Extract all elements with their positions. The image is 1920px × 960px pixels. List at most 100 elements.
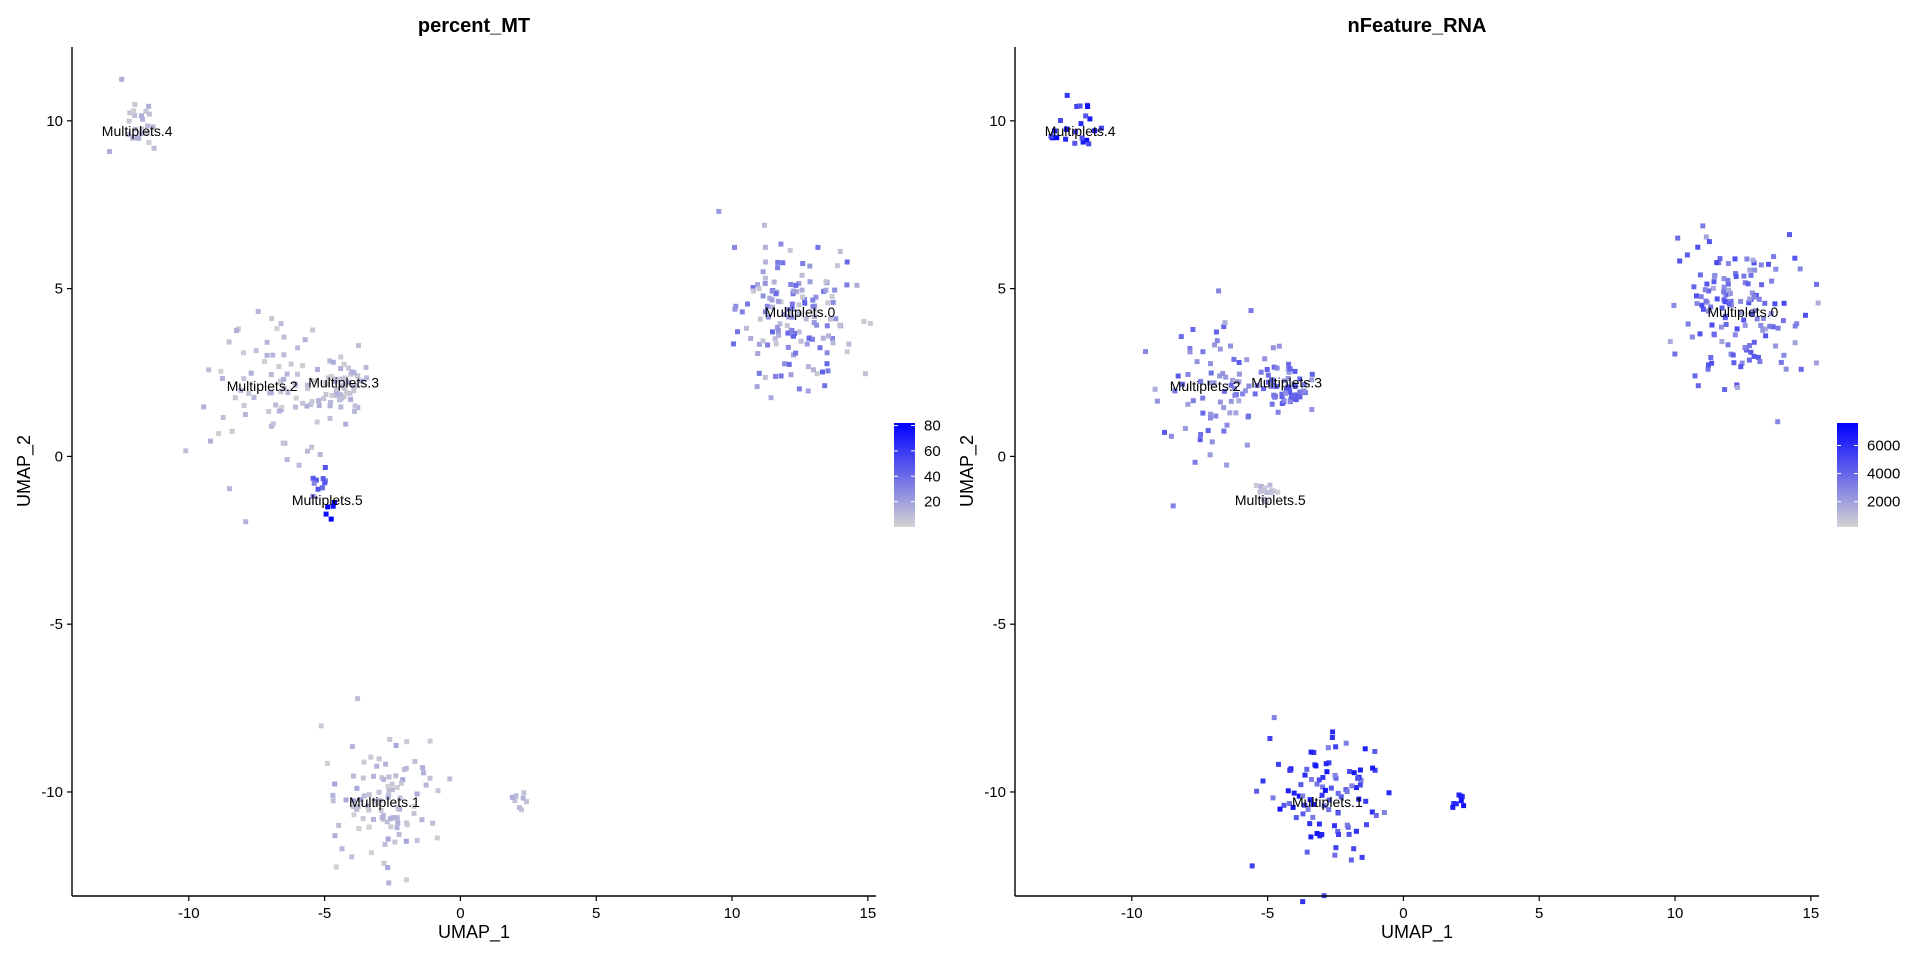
- data-point: [778, 299, 784, 305]
- data-point: [1190, 398, 1196, 404]
- data-point: [1221, 428, 1227, 434]
- data-point: [323, 511, 329, 517]
- data-point: [1054, 135, 1060, 141]
- data-point: [394, 785, 400, 790]
- data-point: [401, 767, 407, 772]
- data-point: [1265, 372, 1271, 378]
- data-point: [1296, 793, 1302, 799]
- data-point: [1309, 371, 1315, 377]
- data-point: [1347, 769, 1352, 774]
- data-point: [1217, 373, 1223, 379]
- cluster-label: Multiplets.2: [1170, 378, 1241, 394]
- x-axis-ticks: -10 -5 0 5 10 15: [1121, 896, 1819, 922]
- data-point: [1351, 846, 1357, 852]
- data-point: [789, 301, 795, 307]
- data-point: [327, 415, 333, 421]
- data-point: [234, 328, 239, 334]
- data-point: [1330, 729, 1336, 735]
- data-point: [1333, 845, 1339, 851]
- data-point: [354, 785, 360, 791]
- data-point: [1814, 281, 1819, 287]
- data-point: [240, 350, 246, 356]
- data-point: [352, 408, 357, 414]
- cluster-label: Multiplets.2: [227, 378, 298, 394]
- data-point: [1369, 809, 1375, 815]
- data-point: [314, 419, 320, 425]
- data-point: [775, 298, 781, 304]
- data-point: [1257, 489, 1263, 495]
- data-point: [760, 293, 766, 299]
- data-point: [1185, 401, 1191, 407]
- data-point: [1677, 258, 1683, 264]
- data-point: [339, 395, 345, 401]
- data-point: [1324, 769, 1330, 775]
- data-point: [322, 480, 328, 486]
- data-point: [351, 388, 357, 394]
- data-point: [1198, 432, 1204, 437]
- data-point: [361, 759, 367, 765]
- data-point: [733, 303, 739, 309]
- data-point: [243, 519, 249, 525]
- data-point: [371, 816, 376, 822]
- data-point: [1064, 92, 1070, 98]
- data-point: [524, 799, 529, 805]
- data-point: [1770, 324, 1776, 330]
- data-point: [1200, 349, 1206, 355]
- data-point: [1739, 360, 1745, 366]
- data-point: [389, 787, 395, 793]
- colorbar: [894, 423, 915, 527]
- data-point: [281, 352, 287, 358]
- data-point: [376, 756, 382, 762]
- y-axis-label: UMAP_2: [14, 435, 35, 507]
- data-point: [1254, 383, 1260, 388]
- data-point: [1224, 422, 1230, 428]
- data-point: [1704, 281, 1710, 287]
- data-point: [1270, 345, 1276, 351]
- data-point: [253, 348, 259, 354]
- data-point: [1212, 342, 1218, 348]
- data-point: [1738, 364, 1744, 370]
- data-point: [832, 287, 838, 293]
- data-point: [323, 391, 329, 397]
- data-point: [394, 825, 400, 831]
- data-point: [268, 390, 274, 396]
- y-tick-label: -10: [984, 784, 1006, 801]
- data-point: [366, 824, 372, 830]
- data-point: [330, 503, 336, 509]
- data-point: [1236, 360, 1242, 365]
- data-point: [1270, 377, 1276, 383]
- data-point: [824, 323, 830, 329]
- data-point: [385, 783, 391, 789]
- data-point: [363, 365, 369, 370]
- data-point: [1307, 797, 1313, 803]
- data-point: [754, 384, 760, 390]
- data-point: [1293, 815, 1299, 821]
- data-point: [1750, 257, 1756, 263]
- panel-title: nFeature_RNA: [1348, 15, 1487, 37]
- data-point: [1194, 359, 1200, 365]
- data-point: [218, 368, 224, 374]
- data-point: [793, 282, 799, 288]
- data-point: [293, 404, 298, 410]
- data-point: [382, 841, 388, 847]
- data-point: [1307, 821, 1313, 827]
- data-point: [411, 803, 417, 809]
- data-point: [355, 373, 361, 379]
- data-point: [1706, 362, 1711, 368]
- cluster-label: Multiplets.1: [1292, 794, 1363, 810]
- legend-tick-label: 6000: [1867, 437, 1900, 454]
- data-point: [1309, 377, 1315, 383]
- data-point: [279, 405, 285, 410]
- data-point: [1372, 749, 1378, 754]
- data-point: [509, 794, 515, 800]
- data-point: [1175, 373, 1181, 379]
- data-point: [1747, 343, 1752, 349]
- data-point: [1236, 379, 1242, 385]
- data-point: [1451, 801, 1457, 807]
- data-point: [1258, 485, 1264, 491]
- data-point: [846, 341, 852, 347]
- data-point: [219, 376, 225, 381]
- data-point: [765, 314, 771, 320]
- data-point: [1301, 382, 1307, 388]
- data-point: [1706, 288, 1712, 294]
